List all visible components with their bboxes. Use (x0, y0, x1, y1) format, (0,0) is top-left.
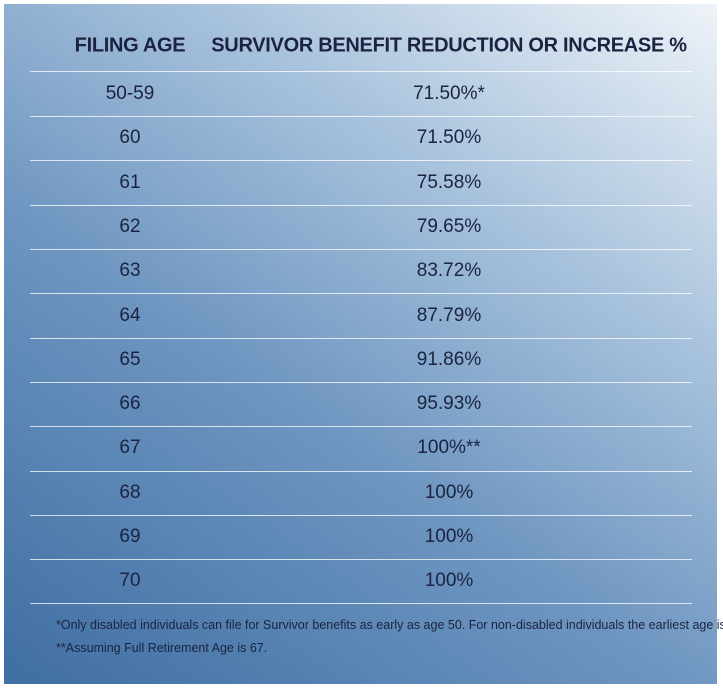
filing-age: 65 (119, 348, 141, 370)
filing-age: 63 (119, 260, 141, 282)
benefit-percent: 100% (424, 570, 474, 592)
footnote: **Assuming Full Retirement Age is 67. (56, 641, 268, 655)
row-divider (30, 559, 692, 560)
row-divider (30, 205, 692, 206)
filing-age: 50-59 (105, 83, 155, 104)
row-divider (30, 116, 692, 117)
benefit-percent: 100% (424, 526, 474, 547)
benefit-percent: 75.58% (416, 171, 482, 193)
footnote: *Only disabled individuals can file for … (56, 618, 723, 632)
filing-age: 61 (119, 171, 141, 193)
filing-age: 62 (119, 215, 141, 237)
benefit-percent: 91.86% (416, 348, 482, 370)
benefit-percent: 79.65% (416, 215, 482, 237)
benefit-percent: 100% (424, 481, 474, 503)
row-divider (30, 71, 692, 72)
filing-age: 66 (119, 393, 141, 415)
benefit-percent: 71.50% (416, 127, 482, 149)
column-header: SURVIVOR BENEFIT REDUCTION OR INCREASE % (211, 34, 687, 57)
filing-age: 68 (119, 481, 141, 503)
row-divider (30, 382, 692, 383)
row-divider (30, 603, 692, 604)
filing-age: 70 (119, 570, 141, 592)
filing-age: 64 (119, 304, 141, 326)
benefit-percent: 100%** (417, 437, 481, 459)
row-divider (30, 426, 692, 427)
benefit-percent: 87.79% (416, 304, 482, 326)
column-header: FILING AGE (74, 34, 186, 57)
filing-age: 69 (119, 526, 141, 547)
benefit-percent: 95.93% (416, 393, 482, 415)
filing-age: 67 (119, 437, 141, 459)
row-divider (30, 515, 692, 516)
row-divider (30, 293, 692, 294)
benefit-percent: 83.72% (416, 260, 482, 282)
table-panel: FILING AGE SURVIVOR BENEFIT REDUCTION OR… (4, 4, 723, 684)
benefit-percent: 71.50%* (413, 83, 485, 104)
filing-age: 60 (119, 127, 141, 149)
row-divider (30, 338, 692, 339)
row-divider (30, 249, 692, 250)
row-divider (30, 160, 692, 161)
row-divider (30, 471, 692, 472)
